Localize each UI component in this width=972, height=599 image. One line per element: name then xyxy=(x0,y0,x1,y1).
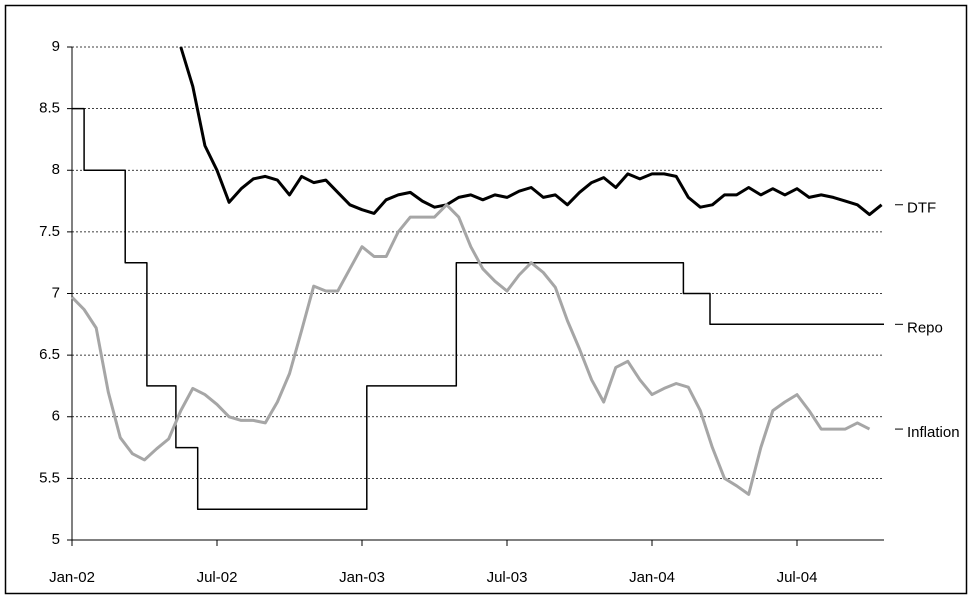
series-line xyxy=(72,107,884,510)
y-tick-label: 6 xyxy=(52,408,60,425)
series-line xyxy=(179,46,883,217)
series-label: DTF xyxy=(907,200,936,217)
y-tick-label: 6.5 xyxy=(39,346,60,363)
x-tick-label: Jul-03 xyxy=(487,569,528,586)
x-tick-label: Jul-04 xyxy=(777,569,818,586)
series-label: Repo xyxy=(907,319,943,336)
y-tick-label: 8.5 xyxy=(39,100,60,117)
y-tick-label: 7 xyxy=(52,284,60,301)
y-tick-label: 5.5 xyxy=(39,469,60,486)
x-tick-label: Jan-04 xyxy=(629,569,675,586)
series-label: Inflation xyxy=(907,424,960,441)
series-line xyxy=(70,203,871,496)
y-tick-label: 5 xyxy=(52,531,60,548)
y-tick-label: 8 xyxy=(52,161,60,178)
y-tick-label: 9 xyxy=(52,38,60,55)
x-tick-label: Jul-02 xyxy=(197,569,238,586)
x-tick-label: Jan-03 xyxy=(339,569,385,586)
x-tick-label: Jan-02 xyxy=(49,569,95,586)
y-tick-label: 7.5 xyxy=(39,223,60,240)
chart-border xyxy=(4,4,968,595)
